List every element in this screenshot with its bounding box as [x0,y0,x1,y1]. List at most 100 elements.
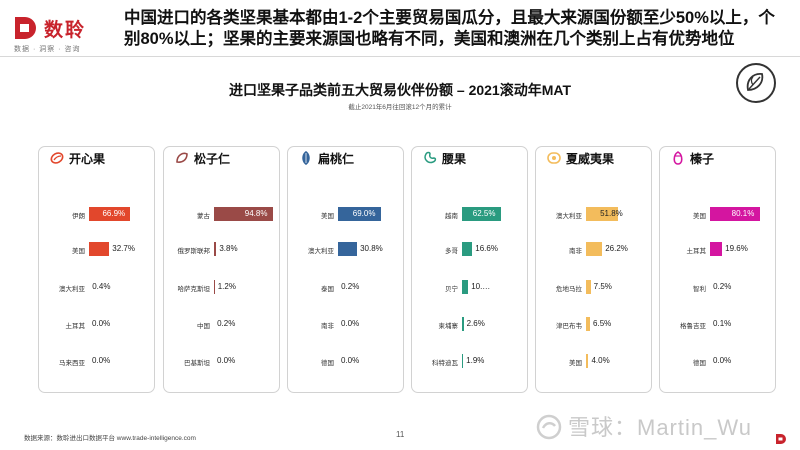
brand-name: 数聆 [44,20,87,41]
value-label: 10.… [471,282,491,291]
country-label: 智利 [693,286,706,293]
share-bar [586,354,589,368]
value-label: 69.0% [352,209,376,218]
value-label: 0.2% [341,282,360,291]
value-label: 94.8% [244,209,268,218]
panel-header: 松子仁 [164,147,279,169]
panel-header: 夏威夷果 [536,147,651,169]
pine-nut-icon [176,152,188,163]
value-label: 26.2% [605,244,628,253]
share-bar [214,242,217,256]
panel-title: 夏威夷果 [566,152,615,166]
share-bar [462,207,501,221]
watermark-logo-icon [536,414,562,440]
value-label: 1.2% [217,282,236,291]
country-label: 中国 [197,323,210,330]
country-label: 南非 [569,248,582,255]
country-label: 南非 [321,323,334,330]
pistachio-icon [50,152,64,164]
panel-1: 松子仁 蒙古 94.8% 俄罗斯联邦 3.8% 哈萨克斯坦 1.2% 中国 0.2% 巴基斯坦 0.… [163,146,280,393]
share-bar [462,317,464,331]
share-bar [214,280,215,294]
header-divider [0,56,800,57]
value-label: 1.9% [466,356,485,365]
value-label: 2.6% [466,319,485,328]
value-label: 7.5% [593,282,612,291]
panel-header: 开心果 [39,147,154,169]
country-label: 土耳其 [686,248,707,255]
value-label: 0.0% [341,319,360,328]
panel-header: 腰果 [412,147,527,169]
country-label: 德国 [693,360,706,367]
value-label: 0.0% [92,356,111,365]
watermark-text: 雪球：Martin_Wu [568,415,752,440]
country-label: 津巴布韦 [556,323,582,330]
panel-4: 夏威夷果 澳大利亚 51.8% 南非 26.2% 危地马拉 7.5% 津巴布韦 6.5% 美国 4.… [535,146,652,393]
cashew-icon [424,151,437,164]
value-label: 32.7% [112,244,135,253]
panel-0: 开心果伊朗 66.9% 美国 32.7% 澳大利亚 0.4% 土耳其 0.0% 马来西亚 0.0% [38,146,155,393]
value-label: 4.0% [591,356,610,365]
value-label: 6.5% [593,319,612,328]
share-bar [462,280,469,294]
value-label: 3.8% [219,244,238,253]
country-label: 柬埔寨 [438,323,459,330]
country-label: 泰国 [321,286,334,293]
panel-title: 松子仁 [194,152,231,166]
value-label: 66.9% [102,209,126,218]
country-label: 德国 [321,360,334,367]
share-bar [586,317,591,331]
share-bar [338,207,381,221]
share-bar [710,207,760,221]
corner-brand-icon [776,434,786,444]
chart-title: 进口坚果子品类前五大贸易伙伴份额 – 2021滚动年MAT [229,82,571,98]
country-label: 马来西亚 [59,360,85,367]
brand-logo: 数聆 数据 · 洞察 · 咨询 [12,8,122,53]
chart-subtitle: 截止2021年6月往回滚12个月的累计 [348,104,452,111]
share-bar [586,280,591,294]
country-label: 贝宁 [445,286,458,293]
brand-mark-icon [15,17,36,39]
value-label: 19.6% [725,244,748,253]
footer-source: 数据来源：数聆进出口数据平台 www.trade-intelligence.co… [24,435,196,442]
value-label: 0.4% [92,282,111,291]
country-label: 格鲁吉亚 [680,323,706,330]
panel-header: 扁桃仁 [288,147,403,169]
value-label: 0.0% [217,356,236,365]
country-label: 美国 [72,248,85,255]
country-label: 土耳其 [65,323,86,330]
country-label: 澳大利亚 [556,213,582,220]
brand-subtitle: 数据 · 洞察 · 咨询 [14,46,81,53]
country-label: 科特迪瓦 [432,360,458,367]
panel-title: 开心果 [69,152,106,166]
value-label: 0.0% [92,319,111,328]
country-label: 伊朗 [72,213,85,220]
value-label: 0.2% [217,319,236,328]
share-bar [462,354,464,368]
country-label: 美国 [693,213,706,220]
country-label: 哈萨克斯坦 [177,286,211,293]
country-label: 越南 [445,213,458,220]
country-label: 多哥 [445,248,458,255]
country-label: 澳大利亚 [308,248,334,255]
share-bar [214,207,273,221]
share-bar [89,242,110,256]
value-label: 62.5% [472,209,496,218]
country-label: 危地马拉 [556,286,582,293]
share-bar [338,242,358,256]
nut-badge-icon [736,63,776,103]
country-label: 澳大利亚 [59,286,85,293]
value-label: 0.0% [713,356,732,365]
panel-2: 扁桃仁 美国 69.0% 澳大利亚 30.8% 泰国 0.2% 南非 0.0% 德国 0.0% [287,146,404,393]
page-number: 11 [396,430,405,439]
country-label: 美国 [321,213,334,220]
panel-3: 腰果 越南 62.5% 多哥 16.6% 贝宁 10.… 柬埔寨 2.6% 科特迪瓦 1.9% [411,146,528,393]
page-headline: 中国进口的各类坚果基本都由1-2个主要贸易国瓜分，且最大来源国份额至少50%以上… [124,9,775,48]
value-label: 0.1% [713,319,732,328]
panel-title: 腰果 [442,152,467,166]
panel-title: 榛子 [690,152,715,166]
value-label: 51.8% [600,209,623,218]
macadamia-icon [547,152,561,164]
value-label: 30.8% [360,244,383,253]
share-bar [89,207,131,221]
